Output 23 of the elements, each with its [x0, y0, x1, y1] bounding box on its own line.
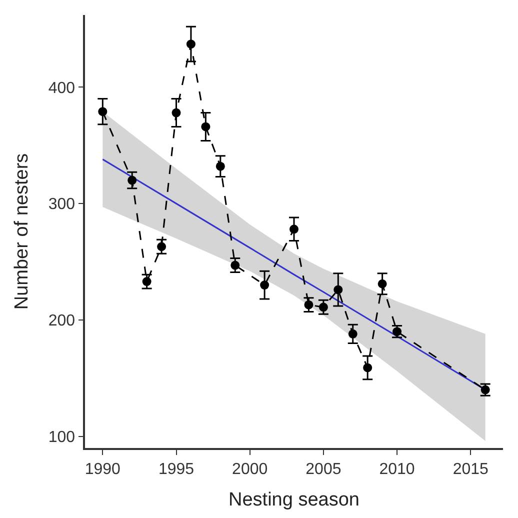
- x-tick-label: 2010: [379, 460, 415, 478]
- point: [290, 224, 298, 234]
- point: [201, 122, 210, 132]
- y-tick-label: 300: [48, 196, 76, 214]
- point: [378, 279, 387, 288]
- x-tick-label: 2005: [306, 460, 342, 478]
- x-tick-label: 1995: [158, 460, 194, 478]
- point: [348, 329, 358, 338]
- x-axis-title: Nesting season: [228, 489, 360, 510]
- point: [260, 280, 270, 290]
- y-tick-label: 100: [48, 428, 76, 446]
- x-tick-label: 1990: [84, 460, 121, 478]
- y-axis-title: Number of nesters: [12, 153, 33, 310]
- point: [334, 285, 343, 294]
- point: [98, 107, 108, 116]
- point: [186, 40, 196, 49]
- x-tick-label: 2015: [452, 460, 489, 478]
- y-tick-label: 400: [48, 80, 76, 97]
- point: [216, 162, 225, 171]
- point: [363, 363, 372, 372]
- y-tick-label: 200: [48, 312, 76, 330]
- point: [172, 108, 181, 118]
- x-tick-label: 2000: [232, 460, 268, 478]
